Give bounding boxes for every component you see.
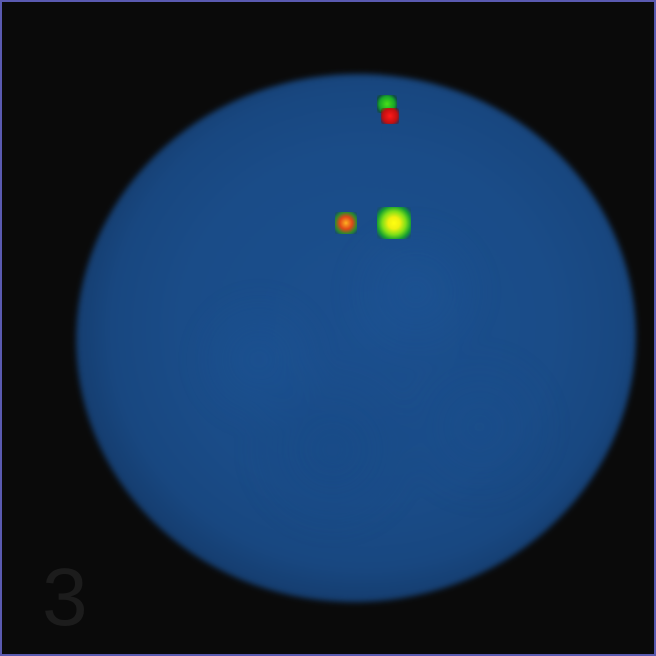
fluorescent-signal-red-top — [381, 108, 399, 124]
panel-label: 3 — [42, 552, 88, 643]
fluorescent-signal-orange — [335, 212, 357, 234]
nucleus-texture — [112, 112, 602, 562]
fluorescent-signal-yellow — [377, 207, 411, 239]
